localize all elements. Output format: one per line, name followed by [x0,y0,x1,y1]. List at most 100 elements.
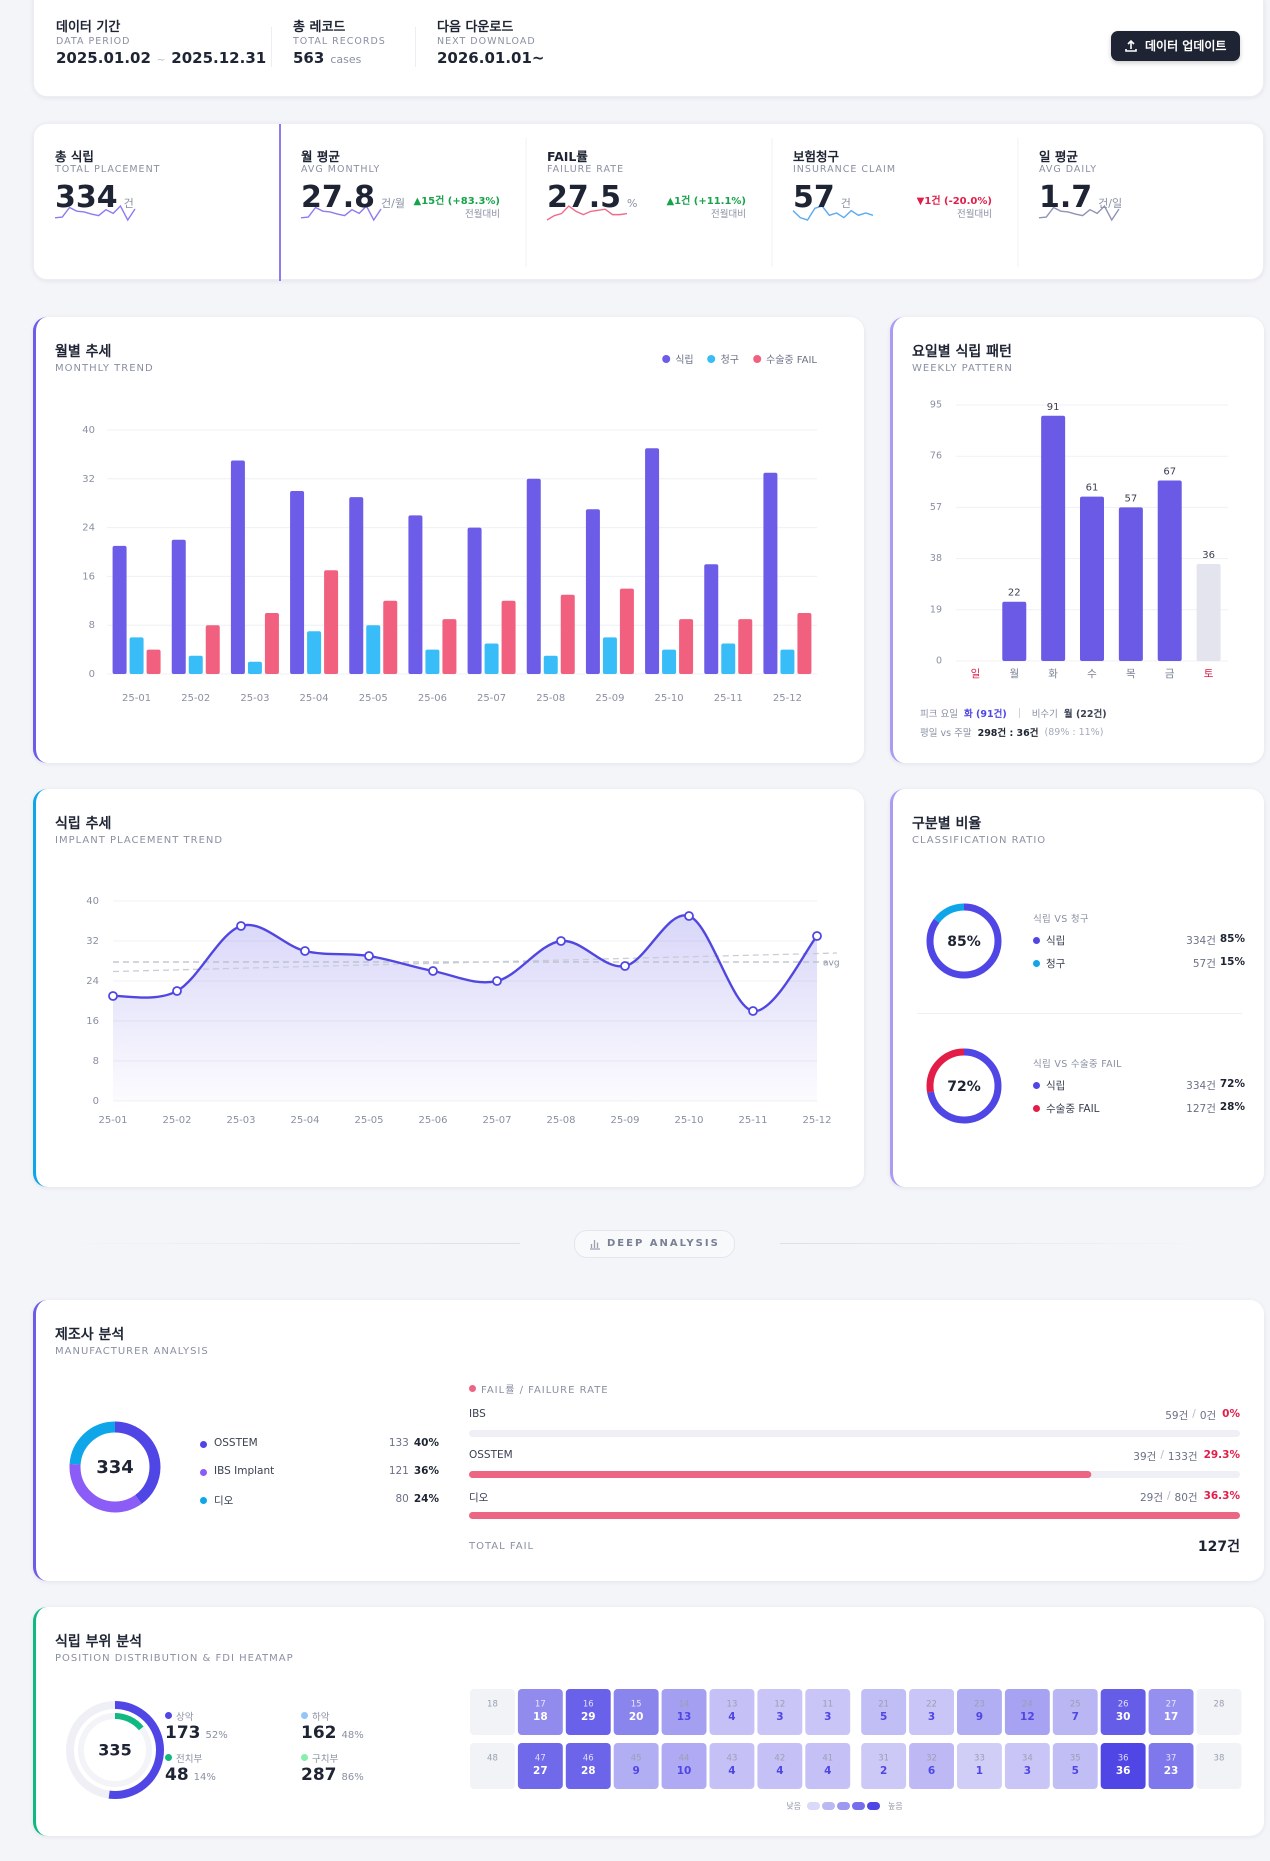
tooth-label: 28 [1214,1700,1225,1710]
point [428,966,438,976]
y-tick-label: 0 [936,656,942,667]
tooth-count: 20 [629,1711,644,1723]
footer-label: 평일 vs 주말 [920,728,972,739]
legend-label: 수술중 FAIL [1046,1103,1100,1115]
x-tick-label: 25-06 [418,693,447,704]
tooth-count: 18 [533,1711,548,1723]
fail-row-label: IBS [469,1408,486,1420]
heatmap-cell [805,1689,851,1735]
x-tick-label: 25-04 [290,1115,319,1126]
y-tick-label: 32 [82,474,95,485]
bar [645,448,660,674]
bar [619,588,634,674]
tooth-count: 9 [632,1765,639,1777]
bar [264,613,279,674]
kpi-change: ▲15건 (+83.3%) [413,196,501,207]
bar [501,600,516,674]
fail-count: 29건 [1139,1492,1163,1504]
y-tick-label: 0 [89,669,95,680]
tooth-count: 3 [928,1711,935,1723]
kpi-change-note: 전월대비 [957,209,992,220]
header-sublabel: NEXT DOWNLOAD [437,36,536,47]
fail-row-value: 39건/133건 29.3% [1133,1449,1240,1464]
donut-center-label: 335 [98,1741,131,1760]
header-card: 데이터 기간 DATA PERIOD 2025.01.02 ~2025.12.31 총 … [33,0,1264,97]
bar [560,594,575,674]
header-value-text: 2025.01.02 [56,49,151,67]
fail-total: 0건 [1199,1410,1217,1422]
heatmap-cell [1100,1689,1146,1735]
footer-divider [1018,708,1020,718]
x-tick-label: 25-06 [418,1115,447,1126]
bar [738,619,753,674]
kpi-sublabel: INSURANCE CLAIM [793,164,897,175]
kpi-change: ▲1건 (+11.1%) [666,196,746,207]
manufacturer-count: 133 [388,1437,409,1449]
ratio-divider [917,1013,1242,1014]
kpi-sparkline [792,205,874,221]
x-tick-label: 25-07 [482,1115,511,1126]
tooth-label: 47 [535,1754,546,1764]
y-tick-label: 24 [86,976,99,987]
tooth-count: 3 [1024,1765,1031,1777]
bar [704,564,719,674]
bar [662,649,677,674]
bar [112,545,127,674]
legend-swatch [1033,1082,1040,1089]
legend-label: 청구 [720,355,740,366]
chart-title: 식립 추세 [55,816,112,832]
kpi-label: 월 평균 [301,149,340,164]
donut-segment [926,1048,1002,1124]
update-button[interactable]: 데이터 업데이트 [1111,31,1241,61]
bar [129,637,144,674]
ratio-value: 334건 72% [1186,1078,1245,1093]
header-divider [415,27,416,67]
stat-swatch [301,1712,308,1719]
ratio-count: 334건 [1186,1080,1216,1092]
tooth-label: 43 [727,1754,738,1764]
heatmap-cell [909,1743,954,1789]
stat-pct: 14% [193,1772,216,1783]
x-tick-label: 월 [1009,668,1019,680]
manufacturer-pct: 24% [413,1493,439,1505]
tooth-label: 46 [583,1754,594,1764]
manufacturer-value: 80 24% [395,1493,439,1505]
chart-canvas: 334 [69,1421,1240,1519]
chart-canvas: 0 8 16 24 32 40 avg 25-01 25-02 25-03 25-04 25-05 25… [86,896,839,1126]
legend-swatch [1033,1105,1040,1112]
kpi-value-row: 334 건 [55,180,134,215]
button-label: 데이터 업데이트 [1145,39,1227,53]
x-tick-label: 25-08 [536,693,565,704]
ratio-pct: 85% [1219,933,1245,945]
stat-value-row: 287 86% [301,1765,364,1785]
bar [679,619,694,674]
manufacturer-count: 80 [395,1493,409,1505]
header-label: 총 레코드 [293,20,346,35]
tooth-count: 6 [928,1765,935,1777]
tooth-count: 7 [1072,1711,1079,1723]
tooth-count: 23 [1164,1765,1179,1777]
legend-label: 청구 [1046,958,1066,970]
y-tick-label: 0 [93,1096,99,1107]
kpi-label: 총 식립 [55,149,94,164]
kpi-sparkline [54,204,136,222]
heatmap-cell [1004,1689,1050,1735]
stat-pct: 52% [205,1730,228,1741]
x-tick-label: 25-05 [354,1115,383,1126]
bar [230,460,245,674]
kpi-label: 보험청구 [793,149,840,164]
kpi-sublabel: AVG DAILY [1039,164,1098,175]
point [684,911,694,921]
heatmap-cell [517,1743,563,1789]
heatmap-cell [757,1689,803,1735]
legend-swatch [200,1441,207,1448]
x-tick-label: 25-03 [226,1115,255,1126]
legend-label: 디오 [214,1495,234,1507]
y-tick-label: 24 [82,523,95,534]
fail-row-value: 29건/80건 36.3% [1140,1490,1240,1505]
legend-swatch [753,354,762,363]
tooth-count: 12 [1020,1711,1035,1723]
divider-label: DEEP ANALYSIS [607,1238,720,1249]
value-label: 91 [1047,402,1060,413]
stat-swatch [301,1754,308,1761]
